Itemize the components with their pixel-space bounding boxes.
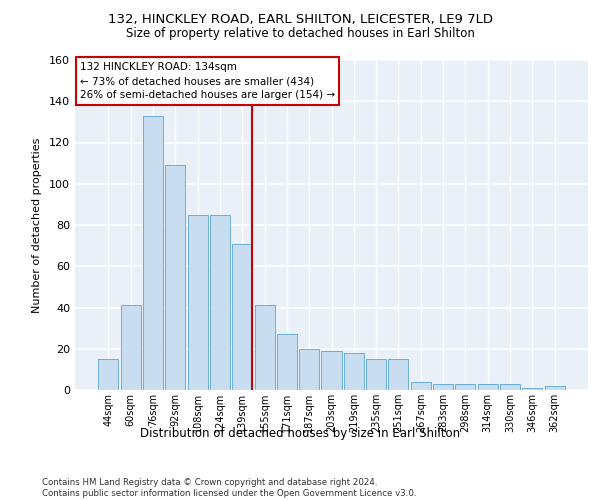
Bar — [478, 384, 498, 390]
Bar — [545, 386, 565, 390]
Bar — [411, 382, 431, 390]
Text: Distribution of detached houses by size in Earl Shilton: Distribution of detached houses by size … — [140, 428, 460, 440]
Bar — [121, 306, 141, 390]
Bar — [143, 116, 163, 390]
Bar — [188, 214, 208, 390]
Bar — [455, 384, 475, 390]
Bar — [210, 214, 230, 390]
Bar — [388, 359, 409, 390]
Bar — [277, 334, 297, 390]
Bar — [433, 384, 453, 390]
Text: 132, HINCKLEY ROAD, EARL SHILTON, LEICESTER, LE9 7LD: 132, HINCKLEY ROAD, EARL SHILTON, LEICES… — [107, 12, 493, 26]
Text: Size of property relative to detached houses in Earl Shilton: Size of property relative to detached ho… — [125, 28, 475, 40]
Bar — [522, 388, 542, 390]
Y-axis label: Number of detached properties: Number of detached properties — [32, 138, 42, 312]
Bar — [299, 349, 319, 390]
Bar — [254, 306, 275, 390]
Bar — [344, 353, 364, 390]
Bar — [98, 359, 118, 390]
Bar — [322, 351, 341, 390]
Bar — [232, 244, 252, 390]
Text: 132 HINCKLEY ROAD: 134sqm
← 73% of detached houses are smaller (434)
26% of semi: 132 HINCKLEY ROAD: 134sqm ← 73% of detac… — [80, 62, 335, 100]
Text: Contains HM Land Registry data © Crown copyright and database right 2024.
Contai: Contains HM Land Registry data © Crown c… — [42, 478, 416, 498]
Bar — [500, 384, 520, 390]
Bar — [366, 359, 386, 390]
Bar — [165, 165, 185, 390]
